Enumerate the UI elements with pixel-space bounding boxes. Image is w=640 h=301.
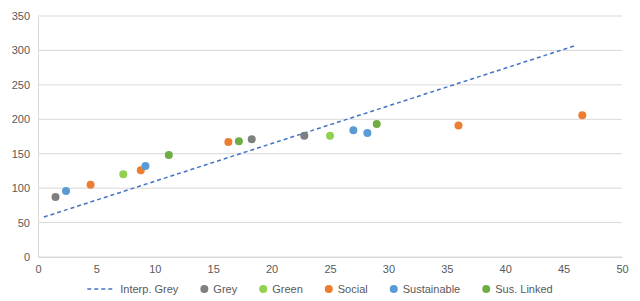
- tick: 30: [383, 257, 395, 275]
- grid-line: [38, 84, 622, 85]
- grid-line: [38, 257, 622, 258]
- tick-label: 25: [324, 263, 336, 275]
- tick-label: 35: [441, 263, 453, 275]
- tick-label: 50: [18, 217, 30, 229]
- tick: 100: [12, 182, 38, 194]
- tick-label: 15: [208, 263, 220, 275]
- legend-item: Sustainable: [390, 283, 461, 295]
- tick: 10: [149, 257, 161, 275]
- legend-item: Grey: [200, 283, 237, 295]
- x-axis: 0 5 10 15 20 25 30 35 40 45 50: [35, 257, 628, 275]
- tick-label: 0: [35, 263, 41, 275]
- point: [141, 162, 149, 170]
- tick: 35: [441, 257, 453, 275]
- legend-item: Sus. Linked: [482, 283, 552, 295]
- grid-line: [38, 50, 622, 51]
- legend-item: Social: [325, 283, 368, 295]
- axis-line: [39, 257, 623, 258]
- tick: 20: [266, 257, 278, 275]
- tick: 0: [24, 251, 38, 263]
- tick-label: 250: [12, 79, 30, 91]
- legend-swatch: [87, 288, 115, 290]
- tick: 200: [12, 113, 38, 125]
- legend-label: Social: [338, 283, 368, 295]
- tick-label: 10: [149, 263, 161, 275]
- tick-label: 40: [500, 263, 512, 275]
- point: [87, 181, 95, 189]
- tick-label: 5: [94, 263, 100, 275]
- point: [52, 193, 60, 201]
- tick: 40: [500, 257, 512, 275]
- grid: [38, 16, 622, 257]
- tick-label: 200: [12, 113, 30, 125]
- point: [165, 151, 173, 159]
- point: [62, 187, 70, 195]
- point: [326, 132, 334, 140]
- tick: 25: [324, 257, 336, 275]
- legend-label: Sustainable: [403, 283, 461, 295]
- grid-line: [38, 153, 622, 154]
- legend-label: Interp. Grey: [120, 283, 179, 295]
- series-line: [44, 46, 575, 217]
- grid-line: [38, 188, 622, 189]
- tick: 0: [35, 257, 41, 275]
- grid-line: [38, 119, 622, 120]
- legend-swatch: [390, 285, 398, 293]
- legend-swatch: [482, 285, 490, 293]
- grid-line: [38, 222, 622, 223]
- legend-label: Sus. Linked: [495, 283, 552, 295]
- grid-line: [38, 16, 622, 17]
- tick-label: 300: [12, 44, 30, 56]
- tick: 50: [18, 217, 38, 229]
- tick-label: 30: [383, 263, 395, 275]
- tick: 15: [208, 257, 220, 275]
- point: [235, 137, 243, 145]
- point: [248, 135, 256, 143]
- legend-label: Grey: [213, 283, 237, 295]
- tick-label: 350: [12, 10, 30, 22]
- legend: Interp. Grey Grey Green Social Sustainable Su…: [87, 283, 552, 295]
- tick: 50: [616, 257, 628, 275]
- plot-area: [44, 46, 586, 217]
- tick: 250: [12, 79, 38, 91]
- point: [119, 170, 127, 178]
- tick: 300: [12, 44, 38, 56]
- legend-swatch: [259, 285, 267, 293]
- legend-item: Interp. Grey: [87, 283, 179, 295]
- legend-item: Green: [259, 283, 303, 295]
- point: [224, 138, 232, 146]
- point: [349, 126, 357, 134]
- legend-label: Green: [272, 283, 303, 295]
- tick-label: 150: [12, 148, 30, 160]
- tick-label: 100: [12, 182, 30, 194]
- point: [363, 129, 371, 137]
- tick-label: 50: [616, 263, 628, 275]
- point: [373, 120, 381, 128]
- tick: 150: [12, 148, 38, 160]
- tick: 5: [94, 257, 100, 275]
- tick-label: 20: [266, 263, 278, 275]
- tick-label: 45: [558, 263, 570, 275]
- legend-swatch: [200, 285, 208, 293]
- chart: 0 5 10 15 20 25 30 35 40 45 50 0 50 100 150 200 250 300 35…: [0, 0, 640, 301]
- tick: 45: [558, 257, 570, 275]
- point: [578, 111, 586, 119]
- point: [454, 121, 462, 129]
- legend-swatch: [325, 285, 333, 293]
- axis-line: [38, 17, 39, 258]
- point: [300, 132, 308, 140]
- y-axis: 0 50 100 150 200 250 300 350: [12, 10, 39, 263]
- tick: 350: [12, 10, 38, 22]
- tick-label: 0: [24, 251, 30, 263]
